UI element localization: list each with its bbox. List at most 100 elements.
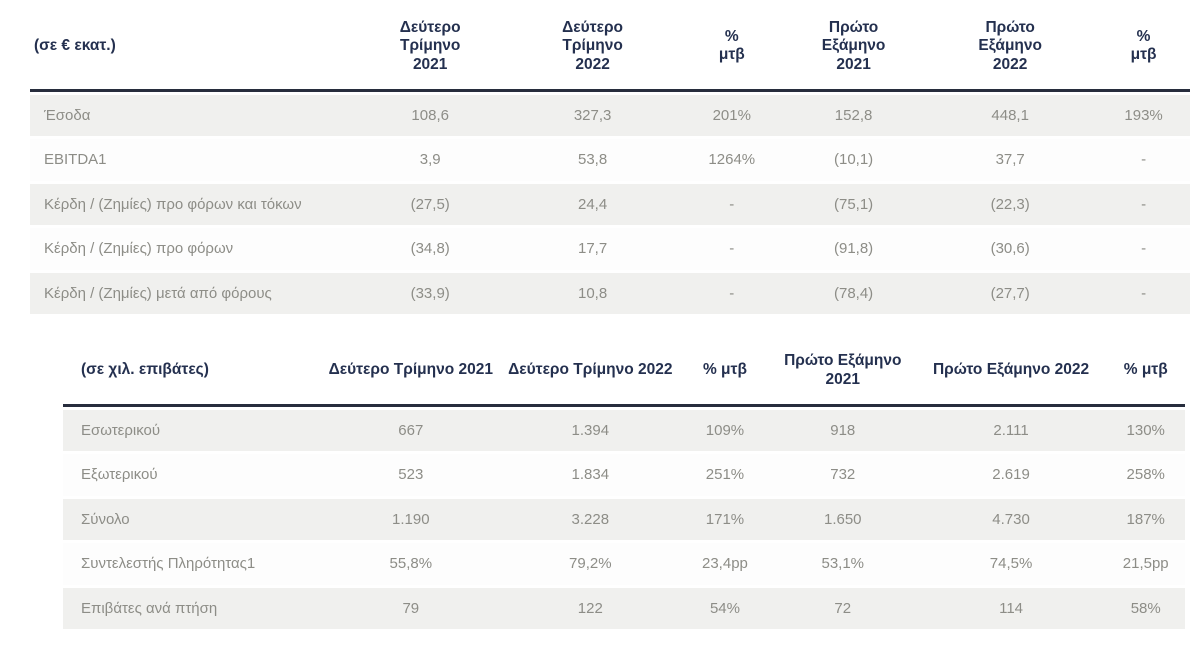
table-row: Εξωτερικού 523 1.834 251% 732 2.619 258% — [63, 454, 1185, 496]
table-cell: - — [679, 272, 784, 315]
table-cell: (91,8) — [783, 228, 924, 270]
table-cell: (27,7) — [923, 272, 1098, 315]
row-label: EBITDA1 — [30, 139, 355, 181]
table-cell: 72 — [769, 587, 916, 630]
table-cell: (34,8) — [354, 228, 506, 270]
passengers-unit-label: (σε χιλ. επιβάτες) — [63, 342, 322, 407]
table-cell: 171% — [680, 498, 770, 541]
row-label: Σύνολο — [63, 498, 322, 541]
table-cell: 53,8 — [505, 139, 680, 181]
table-cell: (22,3) — [923, 183, 1098, 226]
table-cell: 114 — [915, 587, 1107, 630]
table-cell: 667 — [321, 409, 501, 452]
col-header-pct-change-h: % μτβ — [1097, 9, 1190, 92]
col-header-pct-change-h: % μτβ — [1106, 342, 1185, 407]
table-row: Κέρδη / (Ζημίες) προ φόρων και τόκων (27,… — [30, 183, 1190, 226]
table-cell: 10,8 — [505, 272, 680, 315]
col-header-h1-2021: Πρώτο Εξάμηνο 2021 — [783, 9, 924, 92]
table-row: EBITDA1 3,9 53,8 1264% (10,1) 37,7- — [30, 139, 1190, 181]
col-header-q2-2022: Δεύτερο Τρίμηνο 2022 — [500, 342, 681, 407]
table-row: Έσοδα 108,6 327,3 201% 152,8 448,1 193% — [30, 94, 1190, 137]
row-label: Εξωτερικού — [63, 454, 322, 496]
row-label: Επιβάτες ανά πτήση — [63, 587, 322, 630]
table-cell: 3,9 — [354, 139, 506, 181]
table-cell: 55,8% — [321, 543, 501, 585]
table-row: Εσωτερικού 667 1.394 109% 918 2.111 130% — [63, 409, 1185, 452]
row-label: Κέρδη / (Ζημίες) μετά από φόρους — [30, 272, 355, 315]
table-cell: 523 — [321, 454, 501, 496]
table-cell: - — [1097, 183, 1190, 226]
table-cell: 3.228 — [500, 498, 681, 541]
table-cell: 54% — [680, 587, 770, 630]
passengers-header-row: (σε χιλ. επιβάτες) Δεύτερο Τρίμηνο 2021 … — [63, 342, 1185, 407]
table-cell: 448,1 — [923, 94, 1098, 137]
col-header-q2-2022: Δεύτερο Τρίμηνο 2022 — [505, 9, 680, 92]
table-cell: 251% — [680, 454, 770, 496]
table-cell: 1.190 — [321, 498, 501, 541]
table-cell: (27,5) — [354, 183, 506, 226]
table-cell: 122 — [500, 587, 681, 630]
table-row: Σύνολο 1.190 3.228 171% 1.650 4.730 187% — [63, 498, 1185, 541]
row-label: Έσοδα — [30, 94, 355, 137]
table-cell: 201% — [679, 94, 784, 137]
table-cell: - — [679, 228, 784, 270]
table-row: Κέρδη / (Ζημίες) προ φόρων (34,8) 17,7- (91… — [30, 228, 1190, 270]
table-cell: (75,1) — [783, 183, 924, 226]
financials-header-row: (σε € εκατ.) Δεύτερο Τρίμηνο 2021 Δεύτερ… — [30, 9, 1190, 92]
table-cell: - — [1097, 139, 1190, 181]
table-cell: 327,3 — [505, 94, 680, 137]
col-header-q2-2021: Δεύτερο Τρίμηνο 2021 — [354, 9, 506, 92]
table-cell: 130% — [1106, 409, 1185, 452]
table-cell: 74,5% — [915, 543, 1107, 585]
table-cell: 918 — [769, 409, 916, 452]
row-label: Εσωτερικού — [63, 409, 322, 452]
table-cell: 1264% — [679, 139, 784, 181]
table-cell: 109% — [680, 409, 770, 452]
table-cell: 21,5pp — [1106, 543, 1185, 585]
table-cell: (10,1) — [783, 139, 924, 181]
table-cell: (30,6) — [923, 228, 1098, 270]
table-cell: 1.394 — [500, 409, 681, 452]
col-header-h1-2021: Πρώτο Εξάμηνο 2021 — [769, 342, 916, 407]
table-cell: 23,4pp — [680, 543, 770, 585]
table-cell: 58% — [1106, 587, 1185, 630]
table-cell: 79,2% — [500, 543, 681, 585]
table-cell: 108,6 — [354, 94, 506, 137]
table-cell: 152,8 — [783, 94, 924, 137]
table-cell: 24,4 — [505, 183, 680, 226]
table-row: Συντελεστής Πληρότητας1 55,8% 79,2% 23,4pp 5… — [63, 543, 1185, 585]
col-header-pct-change-q: % μτβ — [680, 342, 770, 407]
table-cell: 2.619 — [915, 454, 1107, 496]
unit-label-text: (σε χιλ. επιβάτες) — [81, 361, 209, 379]
table-cell: - — [1097, 228, 1190, 270]
table-cell: 1.834 — [500, 454, 681, 496]
table-cell: (78,4) — [783, 272, 924, 315]
table-cell: 187% — [1106, 498, 1185, 541]
table-cell: 79 — [321, 587, 501, 630]
table-cell: - — [679, 183, 784, 226]
table-cell: - — [1097, 272, 1190, 315]
table-row: Κέρδη / (Ζημίες) μετά από φόρους (33,9) 10… — [30, 272, 1190, 315]
col-header-q2-2021: Δεύτερο Τρίμηνο 2021 — [321, 342, 501, 407]
table-cell: 53,1% — [769, 543, 916, 585]
table-cell: (33,9) — [354, 272, 506, 315]
passengers-table: (σε χιλ. επιβάτες) Δεύτερο Τρίμηνο 2021 … — [63, 339, 1185, 632]
table-cell: 1.650 — [769, 498, 916, 541]
table-cell: 258% — [1106, 454, 1185, 496]
table-cell: 732 — [769, 454, 916, 496]
table-cell: 4.730 — [915, 498, 1107, 541]
table-cell: 37,7 — [923, 139, 1098, 181]
col-header-h1-2022: Πρώτο Εξάμηνο 2022 — [923, 9, 1098, 92]
row-label: Κέρδη / (Ζημίες) προ φόρων — [30, 228, 355, 270]
table-cell: 2.111 — [915, 409, 1107, 452]
col-header-h1-2022: Πρώτο Εξάμηνο 2022 — [915, 342, 1107, 407]
unit-label-text: (σε € εκατ.) — [34, 37, 116, 55]
table-row: Επιβάτες ανά πτήση 79 122 54% 72 114 58% — [63, 587, 1185, 630]
financials-unit-label: (σε € εκατ.) — [30, 9, 355, 92]
table-cell: 193% — [1097, 94, 1190, 137]
row-label: Κέρδη / (Ζημίες) προ φόρων και τόκων — [30, 183, 355, 226]
row-label: Συντελεστής Πληρότητας1 — [63, 543, 322, 585]
table-cell: 17,7 — [505, 228, 680, 270]
col-header-pct-change-q: % μτβ — [679, 9, 784, 92]
